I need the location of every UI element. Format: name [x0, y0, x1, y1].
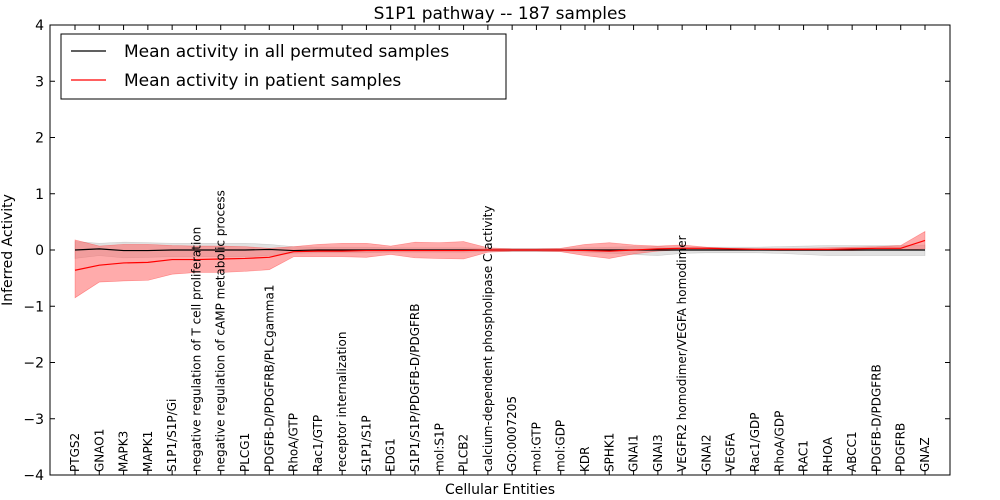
patient-mean-line — [74, 239, 926, 271]
y-tick-label: −2 — [23, 356, 44, 372]
x-category-label: mol:S1P — [432, 423, 446, 472]
x-category-label: negative regulation of cAMP metabolic pr… — [214, 190, 228, 472]
x-axis — [74, 25, 926, 475]
x-category-label: SPHK1 — [602, 433, 616, 472]
x-category-label: MAPK1 — [141, 431, 155, 472]
y-axis: −4 −3 −2 −1 0 1 2 3 4 — [23, 18, 950, 484]
x-category-label: GNAO1 — [92, 429, 106, 472]
x-category-label: ABCC1 — [845, 431, 859, 472]
x-category-label: RHOA — [821, 436, 835, 472]
x-category-label: Rac1/GTP — [311, 415, 325, 472]
legend-label-permuted: Mean activity in all permuted samples — [124, 42, 449, 62]
x-category-label: mol:GTP — [529, 422, 543, 472]
x-category-label: S1P1/S1P/Gi — [165, 399, 179, 472]
x-category-label: KDR — [578, 447, 592, 472]
x-category-label: VEGFA — [724, 432, 738, 472]
legend-label-patient: Mean activity in patient samples — [124, 71, 401, 91]
x-category-label: mol:GDP — [554, 420, 568, 472]
x-category-label: PDGFB-D/PDGFRB/PLCgamma1 — [262, 285, 276, 472]
x-category-label: Rac1/GDP — [748, 413, 762, 472]
x-category-label: S1P1/S1P/PDGFB-D/PDGFRB — [408, 304, 422, 472]
x-category-label: calcium-dependent phospholipase C activi… — [481, 206, 495, 472]
x-category-label: MAPK3 — [117, 431, 131, 472]
x-category-label: PLCG1 — [238, 433, 252, 472]
x-category-label: PDGFB-D/PDGFRB — [869, 364, 883, 472]
y-tick-label: −4 — [23, 468, 44, 484]
y-tick-label: 2 — [35, 131, 44, 147]
x-category-label: PDGFRB — [894, 423, 908, 472]
x-category-label: EDG1 — [384, 438, 398, 472]
x-axis-label: Cellular Entities — [445, 482, 555, 498]
x-category-label: receptor internalization — [335, 332, 349, 472]
y-tick-label: −3 — [23, 412, 44, 428]
x-category-label: PTGS2 — [68, 433, 82, 472]
x-category-label: RhoA/GTP — [287, 413, 301, 472]
y-tick-label: 1 — [35, 187, 44, 203]
y-tick-label: 4 — [35, 18, 44, 34]
x-category-labels: PTGS2 GNAO1 MAPK3 MAPK1 S1P1/S1P/Gi negative … — [68, 190, 932, 472]
y-axis-label: Inferred Activity — [0, 194, 16, 306]
legend: Mean activity in all permuted samples Me… — [60, 33, 507, 100]
x-category-label: RAC1 — [797, 440, 811, 472]
x-category-label: GNAI2 — [699, 434, 713, 472]
y-tick-label: −1 — [23, 299, 44, 315]
legend-box — [60, 33, 507, 100]
x-category-label: GNAZ — [918, 437, 932, 472]
chart-title: S1P1 pathway -- 187 samples — [374, 4, 627, 24]
y-tick-label: 3 — [35, 74, 44, 90]
x-category-label: GO:0007205 — [505, 396, 519, 472]
x-category-label: negative regulation of T cell proliferat… — [189, 227, 203, 472]
x-category-label: PLCB2 — [457, 434, 471, 472]
x-category-label: GNAI1 — [627, 434, 641, 472]
x-category-label: GNAI3 — [651, 434, 665, 472]
x-category-label: S1P1/S1P — [359, 415, 373, 472]
x-category-label: VEGFR2 homodimer/VEGFA homodimer — [675, 235, 689, 472]
series-lines — [74, 239, 926, 271]
y-tick-label: 0 — [35, 243, 44, 259]
x-category-label: RhoA/GDP — [772, 411, 786, 472]
